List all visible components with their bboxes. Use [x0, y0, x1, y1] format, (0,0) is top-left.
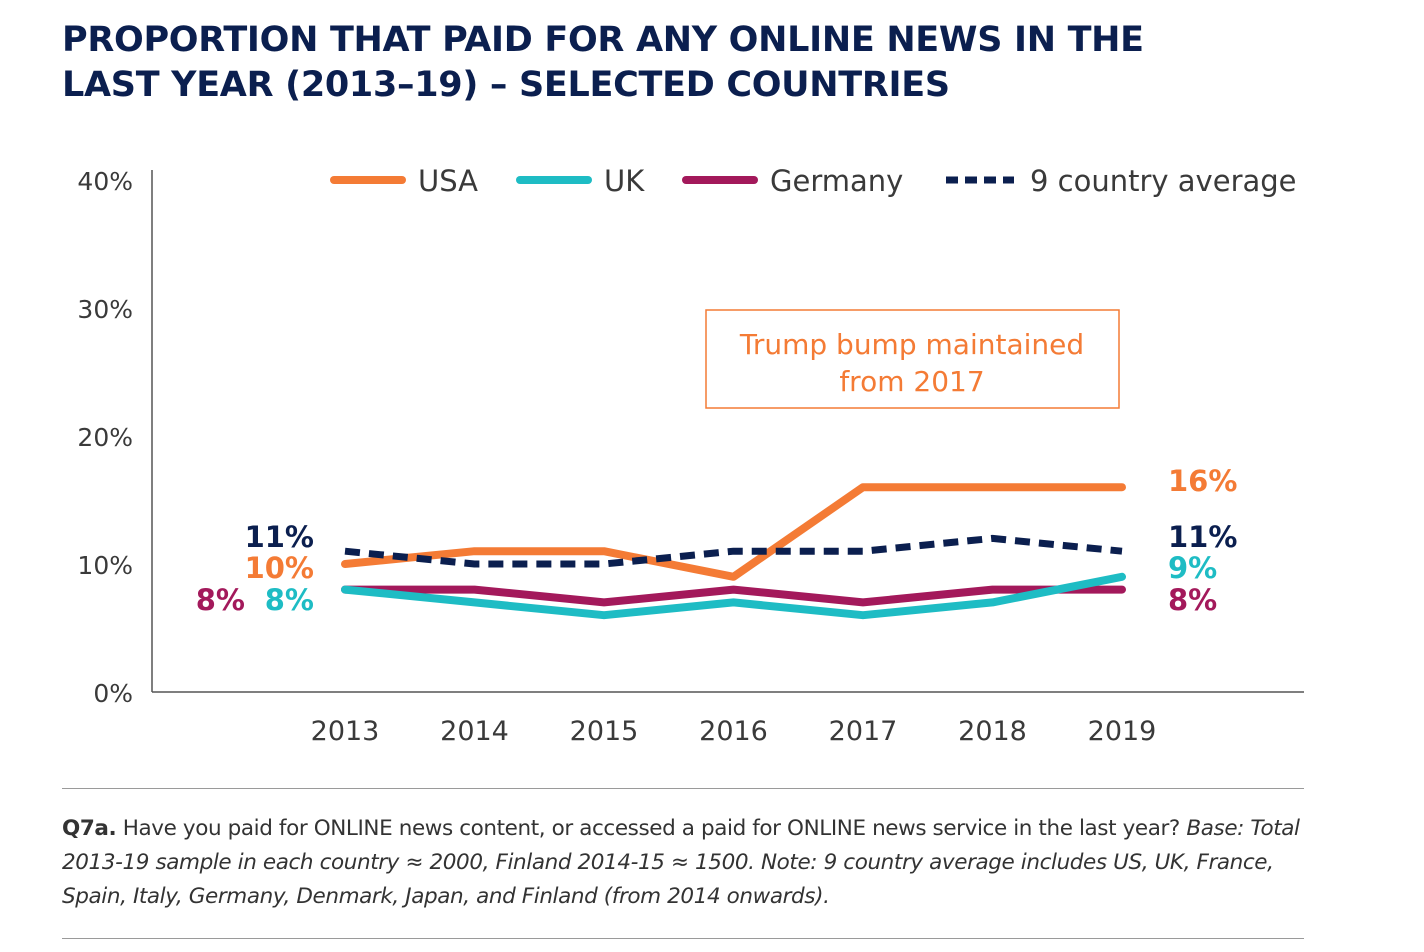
- x-tick-label-2018: 2018: [958, 716, 1027, 747]
- start-label-9-country-average: 11%: [245, 520, 314, 554]
- series-line-usa: [341, 483, 1126, 581]
- chart-title-line-2: LAST YEAR (2013–19) – SELECTED COUNTRIES: [62, 65, 950, 105]
- start-label-uk: 8%: [265, 583, 314, 617]
- chart-title-line-1: PROPORTION THAT PAID FOR ANY ONLINE NEWS…: [62, 20, 1144, 60]
- y-tick-label-40: 40%: [77, 167, 133, 196]
- end-label-9-country-average: 11%: [1168, 520, 1237, 554]
- series-lines: [341, 483, 1126, 620]
- series-line-uk: [341, 572, 1126, 620]
- footnote-question: Have you paid for ONLINE news content, o…: [116, 816, 1187, 841]
- data-labels: 11%10%8% 8%16%11%9%8%: [196, 464, 1238, 617]
- legend-label-germany: Germany: [770, 164, 903, 198]
- x-axis-ticks: 2013 2014 2015 2016 2017 2018 2019: [311, 716, 1157, 747]
- x-tick-label-2019: 2019: [1088, 716, 1157, 747]
- chart-axes: [151, 170, 1304, 693]
- annotation-border: [705, 309, 1120, 409]
- footnote: Q7a. Have you paid for ONLINE news conte…: [62, 812, 1312, 914]
- x-tick-label-2014: 2014: [440, 716, 509, 747]
- y-axis-ticks: 0% 10% 20% 30% 40%: [77, 167, 133, 708]
- annotation-line-1: Trump bump maintained: [739, 328, 1084, 361]
- line-chart: 0%10%20%30%40% 2013 2014 2015 2016 2017 2018 2…: [77, 164, 1304, 747]
- y-tick-label-30: 30%: [77, 295, 133, 324]
- x-tick-label-2016: 2016: [699, 716, 768, 747]
- start-label-usa: 10%: [245, 551, 314, 585]
- y-tick-label-0: 0%: [93, 679, 133, 708]
- legend-label-9-country-average: 9 country average: [1030, 164, 1297, 198]
- start-label-germany: 8%: [196, 583, 245, 617]
- footnote-bottom-divider: [62, 938, 1304, 939]
- annotation-line-2: from 2017: [839, 365, 984, 398]
- chart-title: PROPORTION THAT PAID FOR ANY ONLINE NEWS…: [62, 18, 1362, 108]
- footnote-top-divider: [62, 788, 1304, 789]
- y-tick-label-20: 20%: [77, 423, 133, 452]
- footnote-base: Base: Total 2013-19 sample in each count…: [62, 816, 1300, 909]
- series-line-germany: [341, 585, 1126, 607]
- end-label-usa: 16%: [1168, 464, 1237, 498]
- x-tick-label-2017: 2017: [829, 716, 898, 747]
- end-label-uk: 9%: [1168, 551, 1217, 585]
- footnote-question-id: Q7a.: [62, 816, 117, 841]
- annotation-box: Trump bump maintained from 2017: [705, 309, 1120, 409]
- end-label-germany: 8%: [1168, 583, 1217, 617]
- legend-label-usa: USA: [418, 164, 478, 198]
- series-line-9-country-average: [344, 534, 1123, 568]
- legend: USA UK Germany 9 country average: [330, 164, 1297, 198]
- x-tick-label-2015: 2015: [570, 716, 639, 747]
- y-tick-label-10: 10%: [77, 551, 133, 580]
- legend-label-uk: UK: [604, 164, 645, 198]
- x-tick-label-2013: 2013: [311, 716, 380, 747]
